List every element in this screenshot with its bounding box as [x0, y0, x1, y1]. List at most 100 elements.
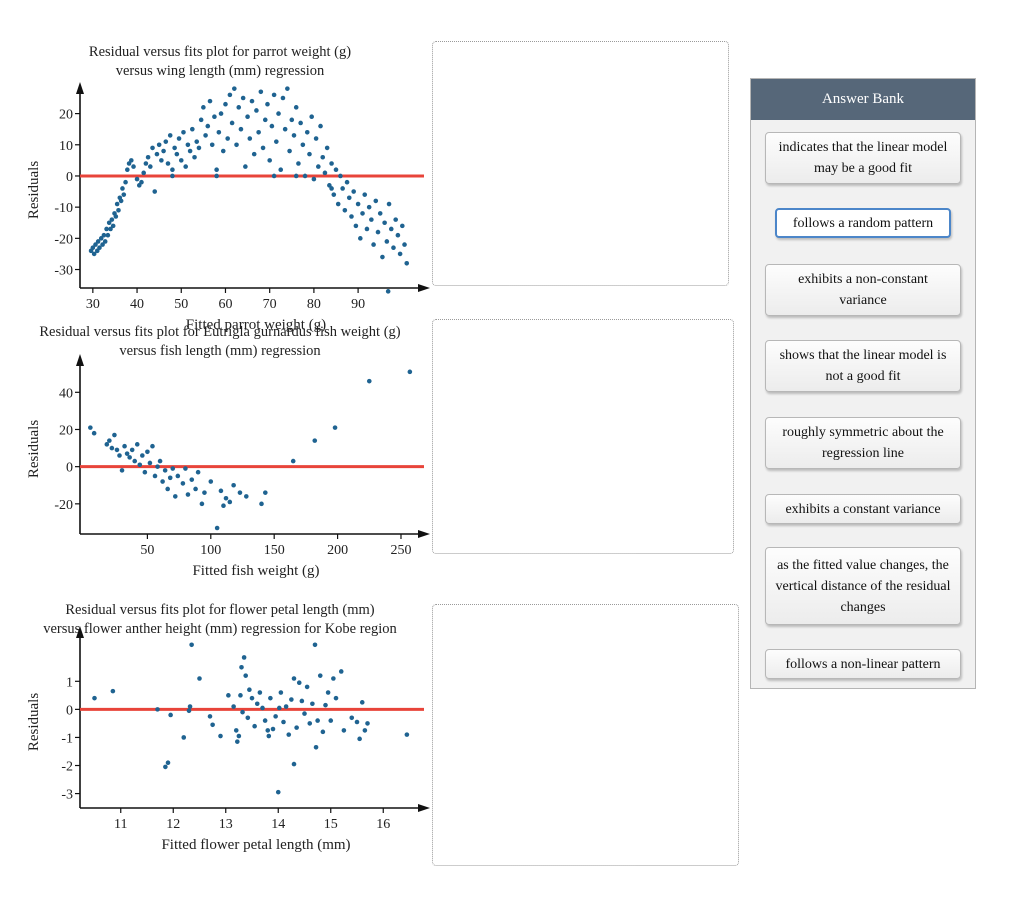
residual-point — [269, 123, 275, 129]
residual-point — [189, 477, 195, 482]
residual-point — [289, 117, 295, 123]
answer-chip-linear-not-good-fit[interactable]: shows that the linear model is not a goo… — [765, 340, 961, 392]
x-axis-label: Fitted flower petal length (mm) — [161, 837, 350, 853]
residual-point — [209, 142, 215, 148]
drop-zone-parrot[interactable] — [432, 41, 729, 286]
residual-point — [245, 715, 251, 721]
answer-chip-distance-changes[interactable]: as the fitted value changes, the vertica… — [765, 547, 961, 625]
answer-chip-random-pattern[interactable]: follows a random pattern — [775, 208, 951, 238]
residual-point — [400, 223, 405, 229]
residual-point — [199, 501, 205, 507]
residual-point — [332, 425, 338, 430]
answer-chip-non-linear-pattern[interactable]: follows a non-linear pattern — [765, 649, 961, 679]
residual-point — [273, 714, 278, 719]
x-tick-label: 11 — [114, 817, 127, 832]
residual-point — [190, 126, 195, 132]
residual-point — [129, 158, 134, 163]
residual-point — [148, 164, 153, 169]
residual-point — [231, 704, 236, 709]
residual-point — [172, 145, 177, 151]
residual-point — [239, 664, 244, 670]
flower-residual-svg: Residual versus fits plot for flower pet… — [26, 602, 430, 853]
residual-point — [198, 117, 204, 123]
residual-point — [170, 466, 176, 471]
answer-chip-non-constant-variance[interactable]: exhibits a non-constant variance — [765, 264, 961, 316]
residual-point — [315, 718, 320, 723]
residual-point — [150, 443, 155, 449]
residual-point — [193, 486, 198, 492]
residual-point — [236, 733, 242, 739]
answer-chip-linear-good-fit[interactable]: indicates that the linear model may be a… — [765, 132, 961, 184]
residual-point — [91, 251, 97, 257]
residual-point — [247, 687, 252, 693]
residual-point — [382, 220, 387, 226]
residual-point — [236, 105, 242, 110]
residual-point — [275, 789, 281, 795]
residual-point — [404, 260, 410, 266]
residual-point — [260, 145, 266, 151]
residual-point — [162, 468, 168, 473]
residual-point — [243, 164, 248, 169]
residual-point — [260, 705, 265, 711]
residual-point — [362, 728, 368, 733]
residual-point — [309, 114, 314, 120]
residual-point — [210, 722, 215, 728]
answer-chip-symmetric[interactable]: roughly symmetric about the regression l… — [765, 417, 961, 469]
residual-point — [304, 684, 310, 690]
residual-point — [338, 669, 344, 674]
residual-point — [147, 460, 153, 466]
residual-point — [341, 728, 347, 733]
y-tick-label: -2 — [61, 760, 73, 775]
residual-point — [373, 198, 379, 204]
residual-point — [114, 201, 120, 207]
y-tick-label: 20 — [59, 108, 73, 123]
residual-point — [113, 214, 119, 219]
plot-title-line: Residual versus fits plot for parrot wei… — [89, 44, 351, 60]
residual-point — [393, 217, 398, 222]
residual-point — [105, 232, 111, 238]
residual-point — [354, 719, 360, 725]
plot-title-line: versus fish length (mm) regression — [119, 343, 321, 359]
residual-point — [278, 167, 284, 173]
x-tick-label: 60 — [218, 297, 232, 312]
drop-zone-flower[interactable] — [432, 604, 739, 866]
residual-point — [167, 475, 173, 481]
drop-zone-fish[interactable] — [432, 319, 734, 554]
y-axis-label: Residuals — [26, 420, 42, 478]
residual-point — [325, 690, 331, 695]
residual-point — [317, 673, 323, 678]
residual-point — [243, 494, 249, 499]
residual-point — [141, 170, 146, 176]
residual-point — [402, 242, 407, 247]
residual-point — [220, 148, 226, 154]
residual-point — [187, 148, 193, 154]
fish-residual-svg: Residual versus fits plot for Eutrigla g… — [26, 324, 430, 579]
residual-point — [249, 98, 255, 104]
x-tick-label: 80 — [307, 297, 321, 312]
residual-point — [362, 192, 368, 197]
residual-point — [121, 192, 127, 197]
residual-point — [285, 86, 290, 91]
residual-point — [129, 447, 135, 453]
x-axis-label: Fitted fish weight (g) — [192, 563, 319, 579]
fish-residual-plot: Residual versus fits plot for Eutrigla g… — [0, 320, 440, 579]
residual-point — [335, 201, 341, 207]
y-tick-label: 20 — [59, 423, 73, 438]
residual-point — [265, 728, 271, 733]
answer-bank-title: Answer Bank — [751, 79, 975, 120]
y-tick-label: 0 — [66, 703, 73, 718]
x-tick-label: 70 — [263, 297, 277, 312]
residual-point — [342, 207, 348, 213]
plot-title-line: Residual versus fits plot for Eutrigla g… — [39, 324, 400, 340]
residual-point — [322, 170, 328, 176]
x-tick-label: 50 — [174, 297, 188, 312]
residual-point — [391, 245, 396, 250]
y-axis-arrow-icon — [76, 354, 84, 366]
answer-chip-constant-variance[interactable]: exhibits a constant variance — [765, 494, 961, 524]
residual-point — [108, 226, 113, 232]
residual-point — [163, 139, 169, 144]
residual-point — [328, 718, 334, 723]
residual-point — [183, 164, 188, 169]
residual-point — [291, 761, 297, 767]
residual-point — [175, 473, 181, 479]
